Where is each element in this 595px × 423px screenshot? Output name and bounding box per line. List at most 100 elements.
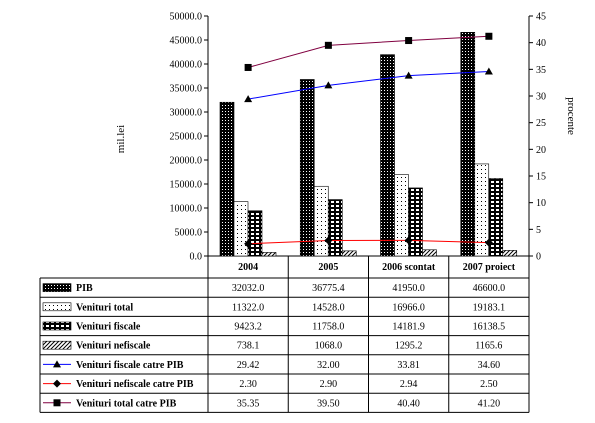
bar-venituri-total [394, 174, 409, 257]
table-cell-venituri-nefiscale-catre-pib: 2.50 [480, 379, 498, 390]
bar-pib [219, 101, 235, 257]
y-right-tick-label: 45 [536, 12, 546, 23]
table-cell-venituri-fiscale: 14181.9 [392, 322, 425, 333]
table-cell-venituri-fiscale: 16138.5 [473, 322, 506, 333]
data-table: 2004 2005 2006 scontat 2007 proiect PIB 32032… [39, 256, 530, 413]
y-left-tick-label: 15000.0 [170, 180, 203, 191]
table-cell-venituri-nefiscale: 738.1 [237, 341, 260, 352]
bar-pib [380, 54, 395, 257]
table-cell-venituri-fiscale-catre-pib: 34.60 [478, 360, 501, 371]
table-cell-pib: 36775.4 [312, 283, 345, 294]
table-cell-venituri-total: 14528.0 [312, 302, 345, 313]
table-cell-venituri-nefiscale-catre-pib: 2.94 [400, 379, 418, 390]
y-right-tick-label: 25 [536, 118, 546, 129]
y-left-tick-label: 0.0 [190, 252, 203, 263]
legend-label-pib: PIB [76, 283, 93, 294]
table-cell-venituri-fiscale: 9423.2 [234, 322, 262, 333]
bar-pib [460, 32, 476, 257]
y-left-tick-label: 35000.0 [170, 84, 203, 95]
category-label: 2004 [238, 262, 258, 273]
table-cell-venituri-total-catre-pib: 35.35 [237, 398, 260, 409]
legend-marker-venituri-nefiscale-catre-pib [53, 379, 61, 388]
bar-venituri-fiscale [327, 199, 343, 257]
table-cell-pib: 46600.0 [473, 283, 506, 294]
point-venituri-nefiscale-catre-pib [484, 238, 493, 247]
table-cell-venituri-total: 16966.0 [392, 302, 425, 313]
table-cell-venituri-nefiscale: 1068.0 [315, 341, 343, 352]
y-axis-left-title: mil.lei [115, 125, 127, 153]
bar-venituri-nefiscale [341, 250, 357, 257]
legend-key-venituri-total [42, 302, 72, 312]
table-cell-venituri-fiscale-catre-pib: 29.42 [237, 360, 260, 371]
y-axis-right: 0 5 10 15 20 25 30 35 40 45 [528, 12, 546, 263]
table-cell-venituri-fiscale-catre-pib: 33.81 [397, 360, 420, 371]
bar-venituri-total [313, 185, 329, 257]
legend-key-venituri-fiscale [42, 321, 72, 331]
legend-label-venituri-fiscale: Venituri fiscale [76, 322, 141, 333]
y-right-tick-label: 30 [536, 92, 546, 103]
table-cell-pib: 41950.0 [392, 283, 425, 294]
bar-venituri-nefiscale [261, 252, 277, 257]
table-cell-venituri-nefiscale: 1295.2 [395, 341, 423, 352]
table-cell-pib: 32032.0 [232, 283, 265, 294]
y-left-tick-label: 5000.0 [175, 228, 203, 239]
bar-pib [299, 79, 315, 257]
point-venituri-fiscale-catre-pib [244, 95, 253, 103]
bar-venituri-fiscale [408, 187, 423, 257]
point-venituri-fiscale-catre-pib [484, 67, 493, 75]
y-left-tick-label: 40000.0 [170, 60, 203, 71]
legend-label-venituri-total-catre-pib: Venituri total catre PIB [76, 398, 177, 409]
legend-label-venituri-nefiscale: Venituri nefiscale [76, 341, 151, 352]
y-right-tick-label: 0 [536, 252, 541, 263]
y-axis-left: 0.0 5000.0 10000.0 15000.0 20000.0 25000.0 300… [170, 12, 209, 263]
y-left-tick-label: 45000.0 [170, 36, 203, 47]
y-right-tick-label: 5 [536, 225, 541, 236]
y-left-tick-label: 30000.0 [170, 108, 203, 119]
legend-key-venituri-nefiscale [42, 340, 72, 350]
bar-venituri-total [233, 201, 249, 257]
y-left-tick-label: 25000.0 [170, 132, 203, 143]
table-cell-venituri-fiscale: 11758.0 [312, 322, 344, 333]
category-label: 2006 scontat [382, 262, 436, 273]
table-cell-venituri-total-catre-pib: 39.50 [317, 398, 340, 409]
y-right-tick-label: 35 [536, 65, 546, 76]
legend-label-venituri-fiscale-catre-pib: Venituri fiscale catre PIB [76, 360, 184, 371]
point-venituri-nefiscale-catre-pib [324, 236, 333, 245]
bar-venituri-fiscale [488, 178, 504, 257]
point-venituri-nefiscale-catre-pib [404, 236, 413, 245]
y-left-tick-label: 10000.0 [170, 204, 203, 215]
line-venituri-total-catre-pib [247, 35, 489, 68]
table-cell-venituri-total: 19183.1 [473, 302, 506, 313]
y-right-tick-label: 40 [536, 38, 546, 49]
table-cell-venituri-total-catre-pib: 41.20 [478, 398, 501, 409]
y-right-tick-label: 15 [536, 172, 546, 183]
y-axis-right-title: procente [565, 97, 577, 135]
legend-marker-venituri-total-catre-pib [53, 399, 61, 407]
legend-key-pib [42, 283, 72, 292]
bar-venituri-nefiscale [502, 250, 518, 257]
bar-venituri-nefiscale [422, 249, 437, 257]
legend-marker-venituri-fiscale-catre-pib [53, 360, 61, 368]
y-right-tick-label: 20 [536, 145, 546, 156]
y-right-tick-label: 10 [536, 198, 546, 209]
point-venituri-total-catre-pib [485, 32, 493, 40]
table-cell-venituri-total-catre-pib: 40.40 [397, 398, 420, 409]
point-venituri-fiscale-catre-pib [404, 71, 413, 79]
legend-label-venituri-total: Venituri total [76, 302, 133, 313]
y-left-tick-label: 50000.0 [170, 12, 203, 23]
category-label: 2007 proiect [463, 262, 516, 273]
line-venituri-nefiscale-catre-pib [248, 239, 489, 245]
point-venituri-total-catre-pib [405, 37, 413, 45]
table-cell-venituri-total: 11322.0 [232, 302, 264, 313]
point-venituri-fiscale-catre-pib [324, 81, 333, 89]
table-cell-venituri-nefiscale: 1165.6 [475, 341, 502, 352]
category-label: 2005 [318, 262, 338, 273]
table-cell-venituri-nefiscale-catre-pib: 2.30 [239, 379, 257, 390]
table-cell-venituri-fiscale-catre-pib: 32.00 [317, 360, 340, 371]
plot-area [208, 32, 529, 257]
line-venituri-fiscale-catre-pib [248, 70, 489, 100]
bar-venituri-fiscale [247, 210, 263, 257]
table-cell-venituri-nefiscale-catre-pib: 2.90 [320, 379, 338, 390]
legend-label-venituri-nefiscale-catre-pib: Venituri nefiscale catre PIB [76, 379, 194, 390]
